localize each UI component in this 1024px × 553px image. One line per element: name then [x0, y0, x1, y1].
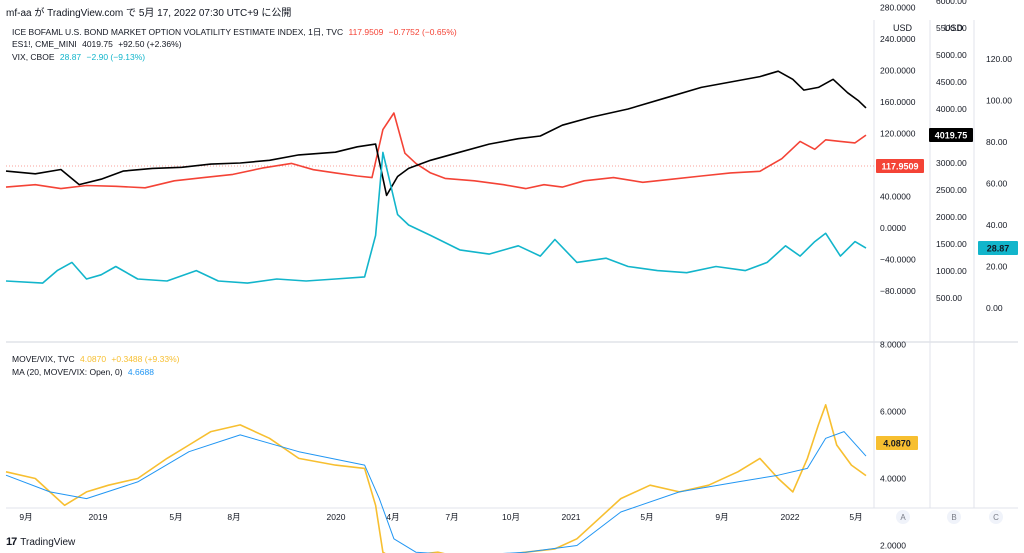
time-axis-tick: 5月	[640, 512, 653, 522]
legend-ratio-change: +0.3488 (+9.33%)	[111, 354, 180, 364]
axis-a-button[interactable]	[896, 510, 910, 524]
last-value-badge-move	[876, 159, 924, 173]
axis-c-letter: C	[993, 513, 999, 522]
axis-A-tick: −40.0000	[880, 255, 916, 265]
series-layer	[5, 70, 867, 553]
series-line-ratio	[5, 404, 867, 553]
lower-axis-tick: 6.0000	[880, 407, 906, 417]
legend-ma-value: 4.6688	[127, 367, 154, 377]
time-axis-tick: 10月	[502, 512, 520, 522]
publish-header: mf-aa が TradingView.com で 5月 17, 2022 07…	[6, 8, 292, 19]
axis-B-tick: 1000.00	[936, 266, 967, 276]
legend-move[interactable]: ICE BOFAML U.S. BOND MARKET OPTION VOLAT…	[12, 26, 460, 38]
last-value-badge-ratio	[876, 436, 918, 450]
lower-axis-tick: 8.0000	[880, 340, 906, 350]
chart-area[interactable]	[6, 20, 874, 508]
axis-layer: 280.0000 240.0000 200.0000 160.0000 120.0000…	[19, 0, 1018, 551]
axis-C-tick: 40.00	[986, 220, 1008, 230]
legend-es-name: ES1!, CME_MINI	[12, 39, 77, 49]
lower-axis-tick: 2.0000	[880, 541, 906, 551]
legend-ratio-name: MOVE/VIX, TVC	[12, 354, 75, 364]
legend-ratio-value: 4.0870	[80, 354, 107, 364]
axis-A-tick: 120.0000	[880, 129, 916, 139]
last-value-badge-vix	[978, 241, 1018, 255]
axis-C-tick: 60.00	[986, 179, 1008, 189]
series-line-ma	[5, 431, 867, 553]
axis-B-currency[interactable]: USD	[944, 23, 964, 33]
axis-B-tick: 6000.00	[936, 0, 967, 6]
legend-move-name: ICE BOFAML U.S. BOND MARKET OPTION VOLAT…	[12, 27, 344, 37]
legend-es[interactable]: ES1!, CME_MINI 4019.75 +92.50 (+2.36%)	[12, 39, 185, 49]
axis-A-tick: 240.0000	[880, 34, 916, 44]
time-axis-tick: 5月	[169, 512, 182, 522]
axis-A-tick: −80.0000	[880, 286, 916, 296]
last-value-label-move: 117.9509	[881, 162, 918, 172]
time-axis-tick: 2021	[562, 512, 581, 522]
axis-C-tick: 20.00	[986, 262, 1008, 272]
legend-vix[interactable]: VIX, CBOE 28.87 −2.90 (−9.13%)	[12, 52, 148, 62]
legend-ratio[interactable]: MOVE/VIX, TVC 4.0870 +0.3488 (+9.33%)	[12, 354, 182, 364]
axis-A-tick: 160.0000	[880, 97, 916, 107]
axis-B-tick: 4500.00	[936, 77, 967, 87]
axis-c-button[interactable]	[989, 510, 1003, 524]
axis-A-tick: 40.0000	[880, 192, 911, 202]
time-axis-tick: 4月	[386, 512, 399, 522]
axis-A-tick: 200.0000	[880, 66, 916, 76]
time-axis-tick: 2020	[327, 512, 346, 522]
last-value-label-vix: 28.87	[987, 244, 1010, 254]
legend-vix-value: 28.87	[59, 52, 82, 62]
footer-branding[interactable]: 17 TradingView	[6, 536, 75, 548]
legend-ma[interactable]: MA (20, MOVE/VIX: Open, 0) 4.6688	[12, 367, 157, 377]
axis-A-tick: 0.0000	[880, 223, 906, 233]
axis-B-tick: 2000.00	[936, 212, 967, 222]
axis-B-tick: 5000.00	[936, 50, 967, 60]
time-axis-tick: 2022	[781, 512, 800, 522]
time-axis-tick: 9月	[19, 512, 32, 522]
axis-B-tick: 500.00	[936, 293, 962, 303]
last-value-badge-es	[929, 128, 973, 142]
axis-B-tick: 3000.00	[936, 158, 967, 168]
series-line-move	[5, 112, 867, 190]
axis-B-tick: 1500.00	[936, 239, 967, 249]
series-line-vix	[5, 151, 867, 284]
time-axis-tick: 9月	[715, 512, 728, 522]
axis-b-letter: B	[951, 513, 956, 522]
axis-C-tick: 80.00	[986, 137, 1008, 147]
time-axis-tick: 5月	[849, 512, 862, 522]
axis-A-currency[interactable]: USD	[893, 23, 913, 33]
legend-es-change: +92.50 (+2.36%)	[118, 39, 182, 49]
lower-axis-tick: 4.0000	[880, 474, 906, 484]
axis-C-tick: 100.00	[986, 96, 1012, 106]
legend-vix-change: −2.90 (−9.13%)	[86, 52, 146, 62]
legend-move-value: 117.9509	[348, 27, 384, 37]
axis-A-tick: 280.0000	[880, 3, 916, 13]
time-axis-tick: 8月	[227, 512, 240, 522]
legend-es-value: 4019.75	[82, 39, 113, 49]
axis-C-tick: 0.00	[986, 303, 1003, 313]
brand-name: TradingView	[20, 536, 76, 548]
axis-B-tick: 5500.00	[936, 23, 967, 33]
legend-vix-name: VIX, CBOE	[12, 52, 55, 62]
tradingview-logo-icon: 17	[6, 536, 17, 548]
time-axis-tick: 7月	[445, 512, 458, 522]
axis-B-tick: 4000.00	[936, 104, 967, 114]
last-value-label-ratio: 4.0870	[883, 439, 911, 449]
axis-a-letter: A	[900, 513, 906, 522]
axis-b-button[interactable]	[947, 510, 961, 524]
series-line-es	[5, 70, 867, 197]
time-axis-tick: 2019	[89, 512, 108, 522]
legend-move-change: −0.7752 (−0.65%)	[388, 27, 457, 37]
last-value-label-es: 4019.75	[935, 131, 968, 141]
axis-B-tick: 2500.00	[936, 185, 967, 195]
legend-ma-name: MA (20, MOVE/VIX: Open, 0)	[12, 367, 123, 377]
axis-C-tick: 120.00	[986, 54, 1012, 64]
